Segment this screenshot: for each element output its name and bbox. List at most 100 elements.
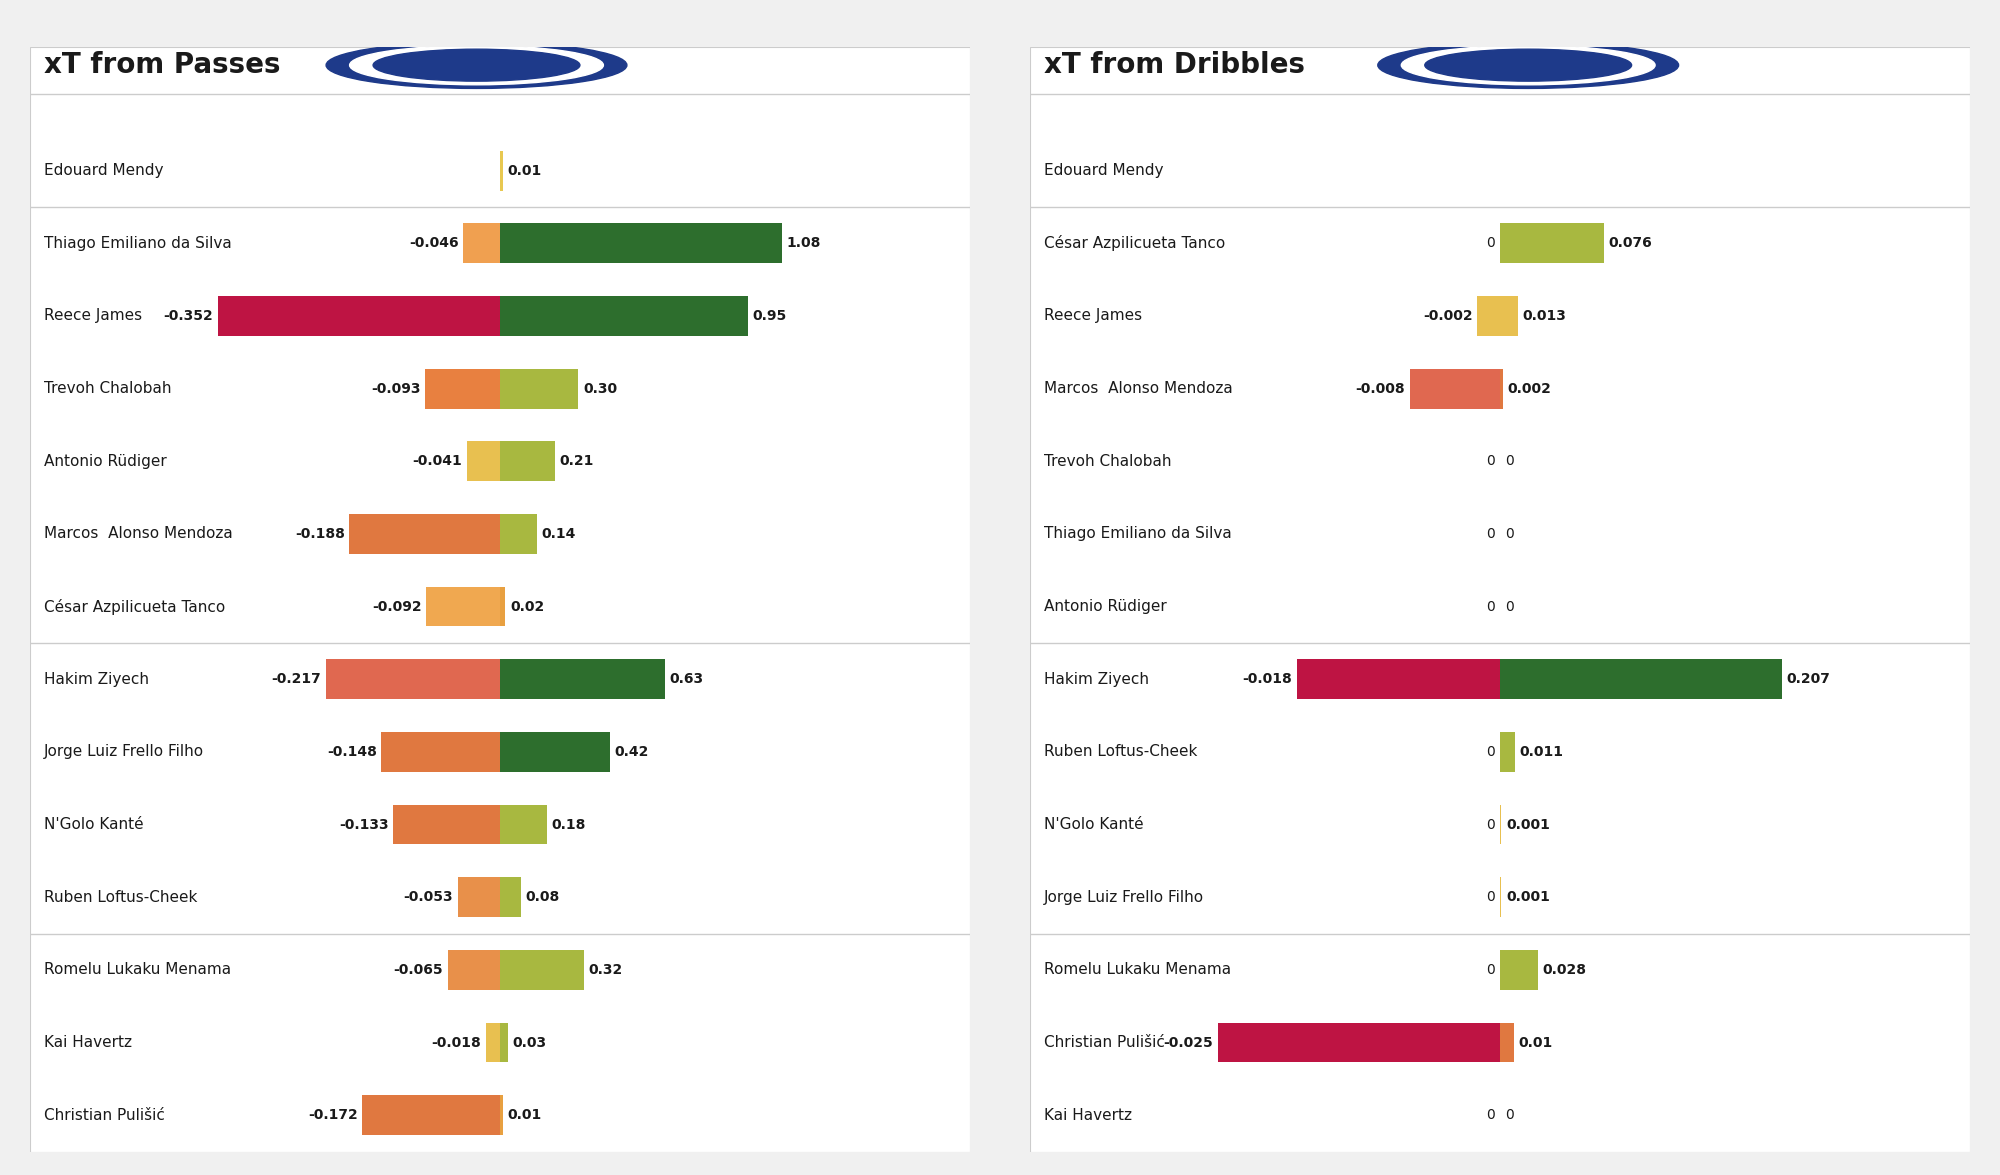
Text: Ruben Loftus-Cheek: Ruben Loftus-Cheek <box>1044 744 1198 759</box>
Bar <box>464 223 500 263</box>
Text: Romelu Lukaku Menama: Romelu Lukaku Menama <box>1044 962 1232 978</box>
Text: Christian Pulišić: Christian Pulišić <box>44 1108 164 1122</box>
Text: 0: 0 <box>1504 455 1514 468</box>
FancyBboxPatch shape <box>30 47 970 1152</box>
Text: 0: 0 <box>1486 891 1496 905</box>
Text: -0.018: -0.018 <box>1242 672 1292 686</box>
Text: 1.08: 1.08 <box>786 236 822 250</box>
Bar <box>500 369 578 409</box>
Text: 0: 0 <box>1486 599 1496 613</box>
Bar <box>326 659 500 699</box>
Text: -0.046: -0.046 <box>408 236 458 250</box>
Bar <box>500 513 536 553</box>
Text: -0.041: -0.041 <box>412 455 462 468</box>
Bar <box>448 949 500 989</box>
Bar <box>394 805 500 845</box>
Text: 0.207: 0.207 <box>1786 672 1830 686</box>
Bar <box>1478 296 1500 336</box>
Circle shape <box>374 49 580 81</box>
Text: 0: 0 <box>1486 526 1496 540</box>
Text: 0.01: 0.01 <box>508 163 542 177</box>
Text: Hakim Ziyech: Hakim Ziyech <box>44 672 150 686</box>
Bar <box>1500 659 1782 699</box>
Text: Ruben Loftus-Cheek: Ruben Loftus-Cheek <box>44 889 198 905</box>
Bar <box>500 441 554 482</box>
Text: xT from Dribbles: xT from Dribbles <box>1044 52 1306 79</box>
Text: -0.018: -0.018 <box>432 1035 480 1049</box>
Text: Jorge Luiz Frello Filho: Jorge Luiz Frello Filho <box>1044 889 1204 905</box>
Text: N'Golo Kanté: N'Golo Kanté <box>1044 817 1144 832</box>
Bar <box>350 513 500 553</box>
Text: Kai Havertz: Kai Havertz <box>1044 1108 1132 1122</box>
Bar <box>458 878 500 918</box>
Bar <box>500 805 548 845</box>
Bar <box>500 878 520 918</box>
Text: César Azpilicueta Tanco: César Azpilicueta Tanco <box>1044 235 1226 251</box>
Circle shape <box>350 46 604 85</box>
Bar <box>1500 369 1502 409</box>
Text: -0.092: -0.092 <box>372 599 422 613</box>
Text: -0.352: -0.352 <box>164 309 214 323</box>
Text: 0.01: 0.01 <box>508 1108 542 1122</box>
Bar <box>1500 732 1514 772</box>
Text: 0.18: 0.18 <box>552 818 586 832</box>
Text: -0.133: -0.133 <box>340 818 388 832</box>
Text: César Azpilicueta Tanco: César Azpilicueta Tanco <box>44 598 226 615</box>
Bar <box>1410 369 1500 409</box>
Bar <box>426 586 500 626</box>
Bar <box>382 732 500 772</box>
Text: Edouard Mendy: Edouard Mendy <box>44 163 164 179</box>
Text: 0.95: 0.95 <box>752 309 788 323</box>
Text: Romelu Lukaku Menama: Romelu Lukaku Menama <box>44 962 232 978</box>
Bar <box>1500 1022 1514 1062</box>
Text: Thiago Emiliano da Silva: Thiago Emiliano da Silva <box>1044 526 1232 542</box>
Text: -0.188: -0.188 <box>294 526 344 540</box>
Text: 0.63: 0.63 <box>670 672 704 686</box>
Bar <box>500 1095 502 1135</box>
Text: N'Golo Kanté: N'Golo Kanté <box>44 817 144 832</box>
Text: Reece James: Reece James <box>1044 308 1142 323</box>
Text: 0.30: 0.30 <box>584 382 618 396</box>
Text: Marcos  Alonso Mendoza: Marcos Alonso Mendoza <box>44 526 232 542</box>
Bar <box>500 296 748 336</box>
Text: Edouard Mendy: Edouard Mendy <box>1044 163 1164 179</box>
Text: 0.001: 0.001 <box>1506 818 1550 832</box>
Text: 0: 0 <box>1504 526 1514 540</box>
Text: 0: 0 <box>1486 962 1496 976</box>
Text: xT from Passes: xT from Passes <box>44 52 280 79</box>
Text: Antonio Rüdiger: Antonio Rüdiger <box>1044 599 1166 615</box>
Text: -0.148: -0.148 <box>326 745 376 759</box>
Text: Trevoh Chalobah: Trevoh Chalobah <box>1044 454 1172 469</box>
Text: Kai Havertz: Kai Havertz <box>44 1035 132 1050</box>
Text: 0: 0 <box>1486 455 1496 468</box>
Text: Christian Pulišić: Christian Pulišić <box>1044 1035 1164 1050</box>
Bar <box>500 586 506 626</box>
Text: 0.001: 0.001 <box>1506 891 1550 905</box>
Text: -0.025: -0.025 <box>1164 1035 1214 1049</box>
Text: 0: 0 <box>1486 236 1496 250</box>
Bar <box>1500 949 1538 989</box>
Text: 0: 0 <box>1504 1108 1514 1122</box>
Circle shape <box>326 42 626 88</box>
Text: 0.14: 0.14 <box>542 526 576 540</box>
Text: 0.028: 0.028 <box>1542 962 1586 976</box>
Text: 0.42: 0.42 <box>614 745 648 759</box>
Text: Jorge Luiz Frello Filho: Jorge Luiz Frello Filho <box>44 744 204 759</box>
Text: 0.03: 0.03 <box>512 1035 546 1049</box>
Text: 0: 0 <box>1504 599 1514 613</box>
Text: 0.08: 0.08 <box>526 891 560 905</box>
Text: Marcos  Alonso Mendoza: Marcos Alonso Mendoza <box>1044 381 1232 396</box>
Text: -0.008: -0.008 <box>1356 382 1406 396</box>
Bar <box>218 296 500 336</box>
Bar <box>426 369 500 409</box>
Bar <box>486 1022 500 1062</box>
Bar <box>1218 1022 1500 1062</box>
Bar <box>500 659 664 699</box>
Bar <box>1500 223 1604 263</box>
Text: 0: 0 <box>1486 745 1496 759</box>
Bar <box>500 1022 508 1062</box>
Text: 0.21: 0.21 <box>560 455 594 468</box>
Circle shape <box>1424 49 1632 81</box>
Text: Antonio Rüdiger: Antonio Rüdiger <box>44 454 166 469</box>
Text: Reece James: Reece James <box>44 308 142 323</box>
